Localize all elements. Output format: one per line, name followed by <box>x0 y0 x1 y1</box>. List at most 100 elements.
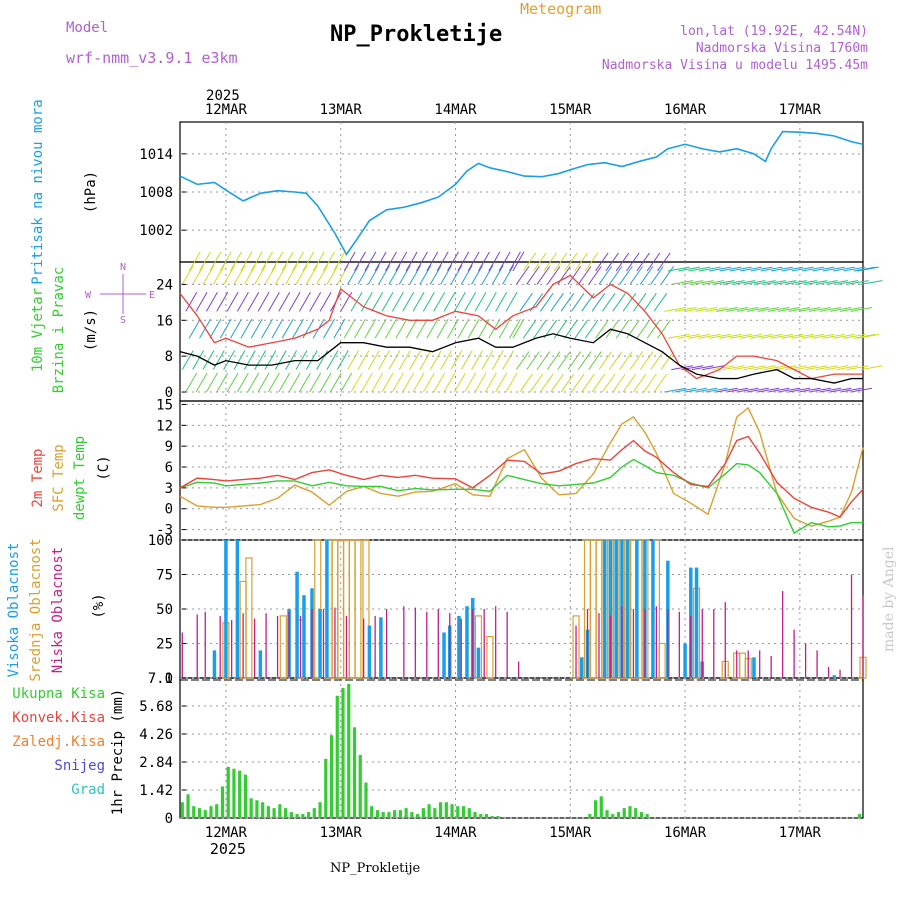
cloud-bar <box>621 606 623 678</box>
wind-barb <box>274 265 287 285</box>
wind-barb <box>278 292 291 312</box>
wind-barb <box>250 318 263 339</box>
cloud-bar <box>609 615 612 678</box>
wind-barb <box>729 333 752 339</box>
wind-barb <box>526 266 540 285</box>
wind-barb <box>698 333 721 339</box>
cloud-bar <box>832 675 837 678</box>
wind-barb <box>264 350 277 370</box>
wind-barb <box>267 292 280 312</box>
wind-barb <box>546 351 561 370</box>
cloud-bar <box>196 614 198 678</box>
y-tick-label: 4.26 <box>139 727 173 743</box>
wind-barb <box>402 292 415 312</box>
wind-barb <box>639 351 654 370</box>
wind-barb <box>343 318 356 339</box>
wind-barb <box>546 266 561 285</box>
wind-barb <box>519 373 533 393</box>
wind-barb <box>450 265 463 285</box>
wind-barb <box>216 372 229 393</box>
wind-barb <box>357 350 370 370</box>
wind-barb <box>853 333 876 339</box>
precip-bar <box>381 812 385 818</box>
wind-barb <box>815 280 838 285</box>
wind-barb <box>678 333 700 339</box>
wind-barb <box>416 251 428 272</box>
wind-barb <box>650 266 664 285</box>
wind-barb <box>560 373 575 393</box>
wind-barb <box>254 350 267 370</box>
wind-barb <box>595 319 609 339</box>
precip-bar <box>358 754 362 818</box>
model-label: Model <box>66 20 109 36</box>
wind-barb <box>230 318 242 339</box>
cloud-bar <box>598 613 600 678</box>
wind-barb <box>395 318 408 339</box>
wind-barb <box>450 350 463 370</box>
wind-barb <box>533 319 547 339</box>
cloud-bar <box>667 609 669 678</box>
wind-barb <box>285 350 298 370</box>
wind-barb <box>398 265 411 285</box>
wind-barb <box>767 307 790 312</box>
wind-barb <box>326 265 339 285</box>
bottom-year-label: 2025 <box>210 840 246 858</box>
wind-barb <box>202 350 215 370</box>
wind-gust-line <box>179 274 863 380</box>
precip-bar <box>352 727 357 818</box>
precip-bar <box>312 808 316 818</box>
cloud-bar <box>580 657 584 678</box>
wind-barb <box>829 307 852 312</box>
wind-barb <box>240 251 253 272</box>
wind-barb <box>619 266 633 285</box>
precip-bar <box>226 766 230 818</box>
sfc-temp-line <box>179 406 864 527</box>
wind-barb <box>705 307 728 312</box>
wind-barb <box>771 266 793 272</box>
cloud-bar <box>632 609 635 678</box>
wind-barb <box>398 350 411 370</box>
wind-barb <box>602 293 616 312</box>
cloud-bar <box>212 650 217 678</box>
wind-barb <box>791 333 814 339</box>
precip-bar <box>456 806 460 818</box>
precip-bar <box>410 812 414 818</box>
wind-barb <box>378 350 391 370</box>
wind-barb <box>467 251 480 272</box>
wind-barb <box>205 292 218 312</box>
precip-bar <box>444 802 448 818</box>
wind-barb <box>336 350 349 370</box>
cloud-bar <box>224 540 228 678</box>
wind-barb <box>850 387 873 393</box>
wind-barb <box>722 280 745 285</box>
dewpoint-label: dewpt Temp <box>72 436 88 520</box>
wind-barb <box>354 318 366 339</box>
footer-title: NP_Prokletije <box>330 861 421 876</box>
wind-barb <box>750 266 773 272</box>
wind-barb <box>746 387 769 393</box>
wind-barb <box>550 293 564 312</box>
precip-bar <box>341 687 345 818</box>
wind-barb <box>646 319 661 339</box>
wind-barb <box>395 251 408 272</box>
wind-barb <box>512 318 525 339</box>
precip-legend-label: Ukupna Kisa <box>12 686 105 702</box>
wind-barb <box>298 292 311 312</box>
compass-east-label: E <box>149 290 155 301</box>
chart-type-label: Meteogram <box>520 0 602 18</box>
wind-barb <box>722 365 745 371</box>
wind-barb <box>385 318 397 339</box>
wind-barb <box>843 333 866 339</box>
wind-barb <box>181 350 194 370</box>
wind-panel-subtitle: Brzina i Pravac <box>51 267 67 393</box>
cloud-bar <box>181 632 183 678</box>
wind-barb <box>243 350 256 370</box>
precip-bar <box>249 798 253 818</box>
wind-barb <box>257 372 270 393</box>
wind-barb <box>791 266 814 272</box>
wind-barb <box>360 292 373 312</box>
wind-barb <box>781 266 804 272</box>
wind-barb <box>426 251 439 272</box>
wind-barb <box>584 252 599 272</box>
wind-barb <box>274 350 287 370</box>
